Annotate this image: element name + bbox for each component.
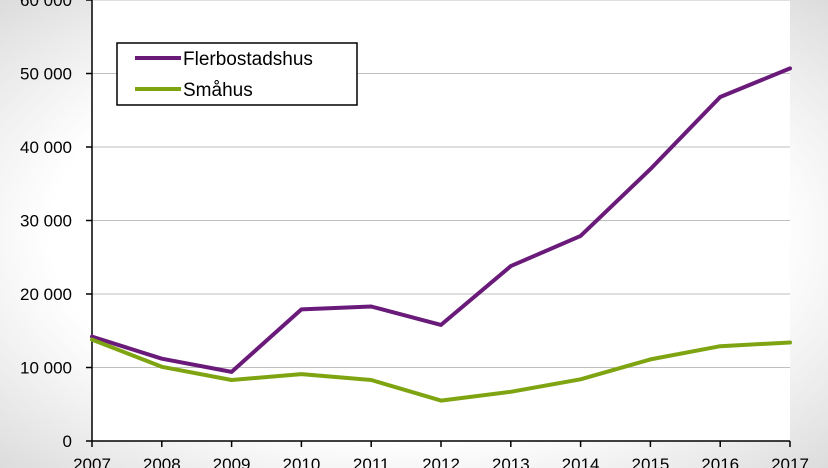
- y-tick-labels: 0 10 000 20 000 30 000 40 000 50 000 60 000: [20, 0, 72, 451]
- data-point: [788, 66, 792, 71]
- x-tick-label: 2012: [422, 455, 460, 468]
- data-point: [439, 398, 443, 403]
- y-tick-label: 30 000: [20, 212, 72, 231]
- data-point: [229, 370, 234, 374]
- data-point: [509, 264, 513, 268]
- y-tick-label: 60 000: [20, 0, 72, 10]
- legend-box: [116, 42, 358, 106]
- data-point: [369, 378, 374, 382]
- y-tick-label: 20 000: [20, 285, 72, 304]
- x-tick-label: 2017: [771, 455, 809, 468]
- data-point: [578, 234, 583, 238]
- data-point: [90, 334, 94, 339]
- data-point: [299, 372, 304, 376]
- data-point: [369, 304, 374, 309]
- data-point: [648, 167, 653, 171]
- y-tick-label: 0: [63, 432, 72, 451]
- data-point: [788, 340, 792, 345]
- legend-label: Flerbostadshus: [183, 49, 313, 70]
- x-tick-label: 2007: [73, 455, 111, 468]
- x-tick-label: 2008: [143, 455, 181, 468]
- axes: [86, 0, 791, 447]
- y-tick-label: 40 000: [20, 138, 72, 157]
- data-point: [648, 357, 653, 362]
- data-point: [718, 95, 722, 99]
- x-tick-label: 2013: [492, 455, 530, 468]
- data-point: [229, 378, 234, 382]
- x-tick-label: 2011: [353, 455, 390, 468]
- x-tick-label: 2009: [213, 455, 251, 468]
- y-tick-label: 50 000: [20, 65, 72, 84]
- data-point: [439, 323, 443, 327]
- y-tick-label: 10 000: [20, 359, 72, 378]
- x-tick-label: 2015: [631, 455, 669, 468]
- x-tick-label: 2014: [562, 455, 600, 468]
- data-point: [90, 337, 94, 342]
- data-point: [160, 364, 164, 369]
- data-point: [509, 389, 513, 394]
- legend: Flerbostadshus Småhus: [116, 42, 358, 106]
- data-point: [578, 377, 583, 382]
- data-point: [718, 344, 722, 348]
- series-lines: [90, 66, 792, 403]
- legend-label: Småhus: [183, 80, 253, 101]
- x-tick-label: 2016: [701, 455, 739, 468]
- x-tick-label: 2010: [282, 455, 320, 468]
- x-tick-labels: 2007 2008 2009 2010 2011 2012 2013 2014 2015 2016…: [73, 455, 809, 468]
- data-point: [160, 356, 164, 361]
- data-point: [299, 307, 304, 312]
